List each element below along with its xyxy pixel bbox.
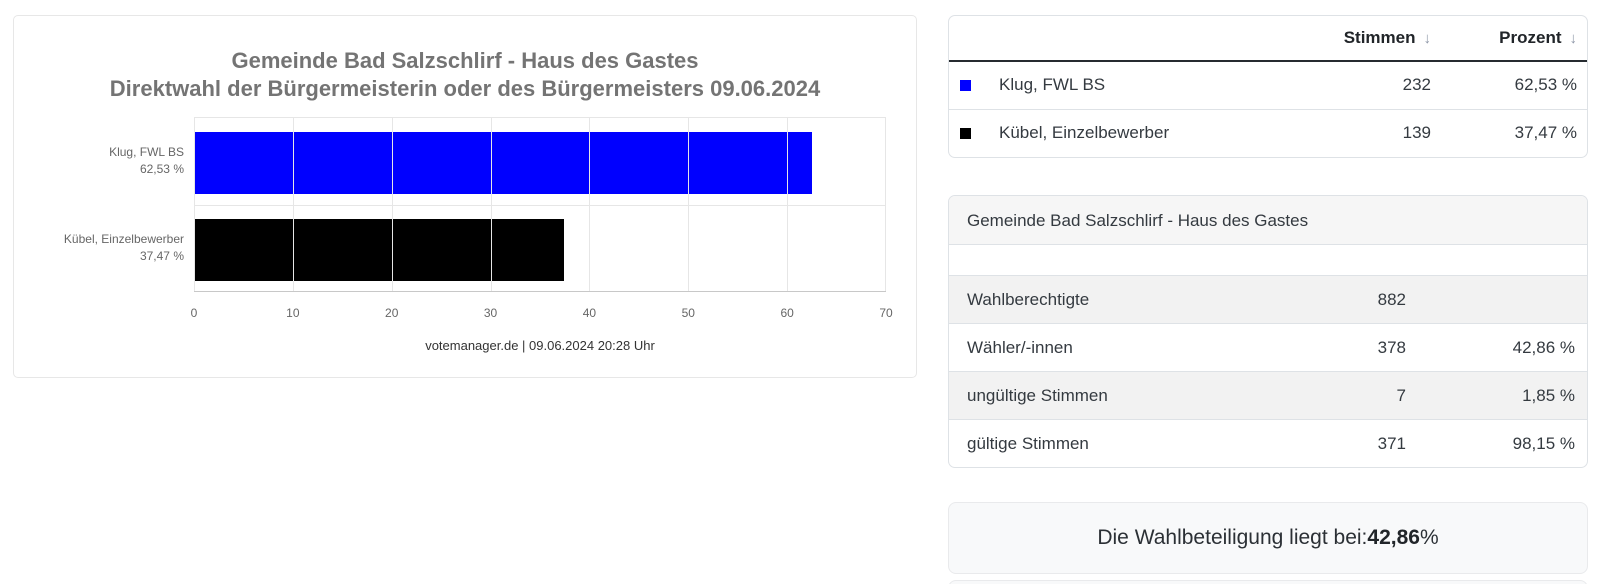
x-tick-label: 70 xyxy=(879,306,893,320)
x-tick-label: 0 xyxy=(190,306,198,320)
column-header-label: Stimmen xyxy=(1343,28,1416,47)
stats-value: 7 xyxy=(1396,385,1406,405)
results-table: Stimmen ↓ Prozent ↓ Klug, FWL BS 232 62,53… xyxy=(949,16,1587,157)
gridline xyxy=(688,118,690,291)
next-card-partial xyxy=(948,580,1588,584)
legend-swatch-kuebel xyxy=(960,128,971,140)
category-percent: 37,47 % xyxy=(139,249,184,263)
bar-klug[interactable] xyxy=(194,132,813,194)
candidate-votes: 232 xyxy=(1402,75,1431,95)
column-header-candidate xyxy=(949,16,1259,62)
category-name: Kübel, Einzelbewerber xyxy=(63,232,184,246)
stats-percent: 1,85 % xyxy=(1522,385,1575,405)
category-name: Klug, FWL BS xyxy=(109,145,184,159)
legend-cell xyxy=(949,108,989,157)
turnout-card: Die Wahlbeteiligung liegt bei: 42,86 % xyxy=(948,502,1588,574)
stats-percent: 98,15 % xyxy=(1512,433,1575,453)
table-row-kuebel: Kübel, Einzelbewerber 139 37,47 % xyxy=(949,108,1587,157)
sort-descending-icon[interactable]: ↓ xyxy=(1423,30,1432,47)
x-tick-label: 30 xyxy=(483,306,498,320)
legend-swatch-klug xyxy=(960,80,971,92)
stats-label: Wahlberechtigte xyxy=(967,289,1090,309)
candidate-name: Klug, FWL BS xyxy=(999,75,1106,95)
stats-value: 882 xyxy=(1377,289,1406,309)
stats-value: 378 xyxy=(1377,337,1406,357)
statistics-title: Gemeinde Bad Salzschlirf - Haus des Gast… xyxy=(949,196,1587,245)
x-tick-label: 40 xyxy=(582,306,597,320)
column-header-prozent[interactable]: Prozent ↓ xyxy=(1431,16,1587,62)
stats-row-gueltige: gültige Stimmen 371 98,15 % xyxy=(949,419,1587,467)
chart-caption: votemanager.de | 09.06.2024 20:28 Uhr xyxy=(425,338,655,353)
chart-title: Gemeinde Bad Salzschlirf - Haus des Gast… xyxy=(14,47,916,103)
stats-value: 371 xyxy=(1377,433,1406,453)
category-percent: 62,53 % xyxy=(139,162,184,176)
stats-label: Wähler/-innen xyxy=(967,337,1073,357)
column-header-label: Prozent xyxy=(1499,28,1562,47)
chart-card: Gemeinde Bad Salzschlirf - Haus des Gast… xyxy=(13,15,917,378)
stats-row-waehler: Wähler/-innen 378 42,86 % xyxy=(949,323,1587,371)
turnout-text: Die Wahlbeteiligung liegt bei: xyxy=(1097,526,1368,549)
bar-kuebel[interactable] xyxy=(194,219,565,281)
x-tick-label: 50 xyxy=(681,306,695,320)
stats-label: gültige Stimmen xyxy=(967,433,1089,453)
gridline xyxy=(490,118,492,291)
y-axis-label-kuebel: Kübel, Einzelbewerber 37,47 % xyxy=(14,231,184,265)
statistics-empty-row xyxy=(949,245,1587,275)
band-separator-line xyxy=(194,204,886,206)
y-axis-label-klug: Klug, FWL BS 62,53 % xyxy=(14,144,184,178)
x-tick-label: 60 xyxy=(780,306,794,320)
results-table-card: Stimmen ↓ Prozent ↓ Klug, FWL BS 232 62,53… xyxy=(948,15,1588,158)
candidate-percent: 37,47 % xyxy=(1431,108,1587,157)
gridline xyxy=(292,118,294,291)
stats-row-wahlberechtigte: Wahlberechtigte 882 xyxy=(949,275,1587,323)
x-axis-labels: 0 10 20 30 40 50 60 70 xyxy=(191,306,893,324)
turnout-suffix: % xyxy=(1419,526,1439,549)
gridline xyxy=(589,118,591,291)
gridline xyxy=(787,118,789,291)
table-row-klug: Klug, FWL BS 232 62,53 % xyxy=(949,61,1587,109)
legend-cell xyxy=(949,61,989,109)
chart-title-line-2: Direktwahl der Bürgermeisterin oder des … xyxy=(109,76,821,101)
stats-percent: 42,86 % xyxy=(1512,337,1575,357)
results-header-row: Stimmen ↓ Prozent ↓ xyxy=(949,16,1587,62)
column-header-stimmen[interactable]: Stimmen ↓ xyxy=(1259,16,1432,62)
gridline xyxy=(885,118,886,291)
candidate-percent: 62,53 % xyxy=(1514,75,1577,95)
chart-title-line-1: Gemeinde Bad Salzschlirf - Haus des Gast… xyxy=(231,48,699,73)
candidate-votes: 139 xyxy=(1259,108,1431,157)
x-tick-label: 20 xyxy=(385,306,399,320)
statistics-card: Gemeinde Bad Salzschlirf - Haus des Gast… xyxy=(948,195,1588,468)
gridline xyxy=(391,118,393,291)
candidate-name: Kübel, Einzelbewerber xyxy=(989,108,1259,157)
stats-label: ungültige Stimmen xyxy=(967,385,1108,405)
x-tick-label: 10 xyxy=(286,306,300,320)
stats-row-ungueltige: ungültige Stimmen 7 1,85 % xyxy=(949,371,1587,419)
sort-descending-icon[interactable]: ↓ xyxy=(1569,30,1578,47)
turnout-value: 42,86 xyxy=(1367,526,1420,549)
plot-area xyxy=(194,117,886,292)
gridline xyxy=(194,118,195,291)
